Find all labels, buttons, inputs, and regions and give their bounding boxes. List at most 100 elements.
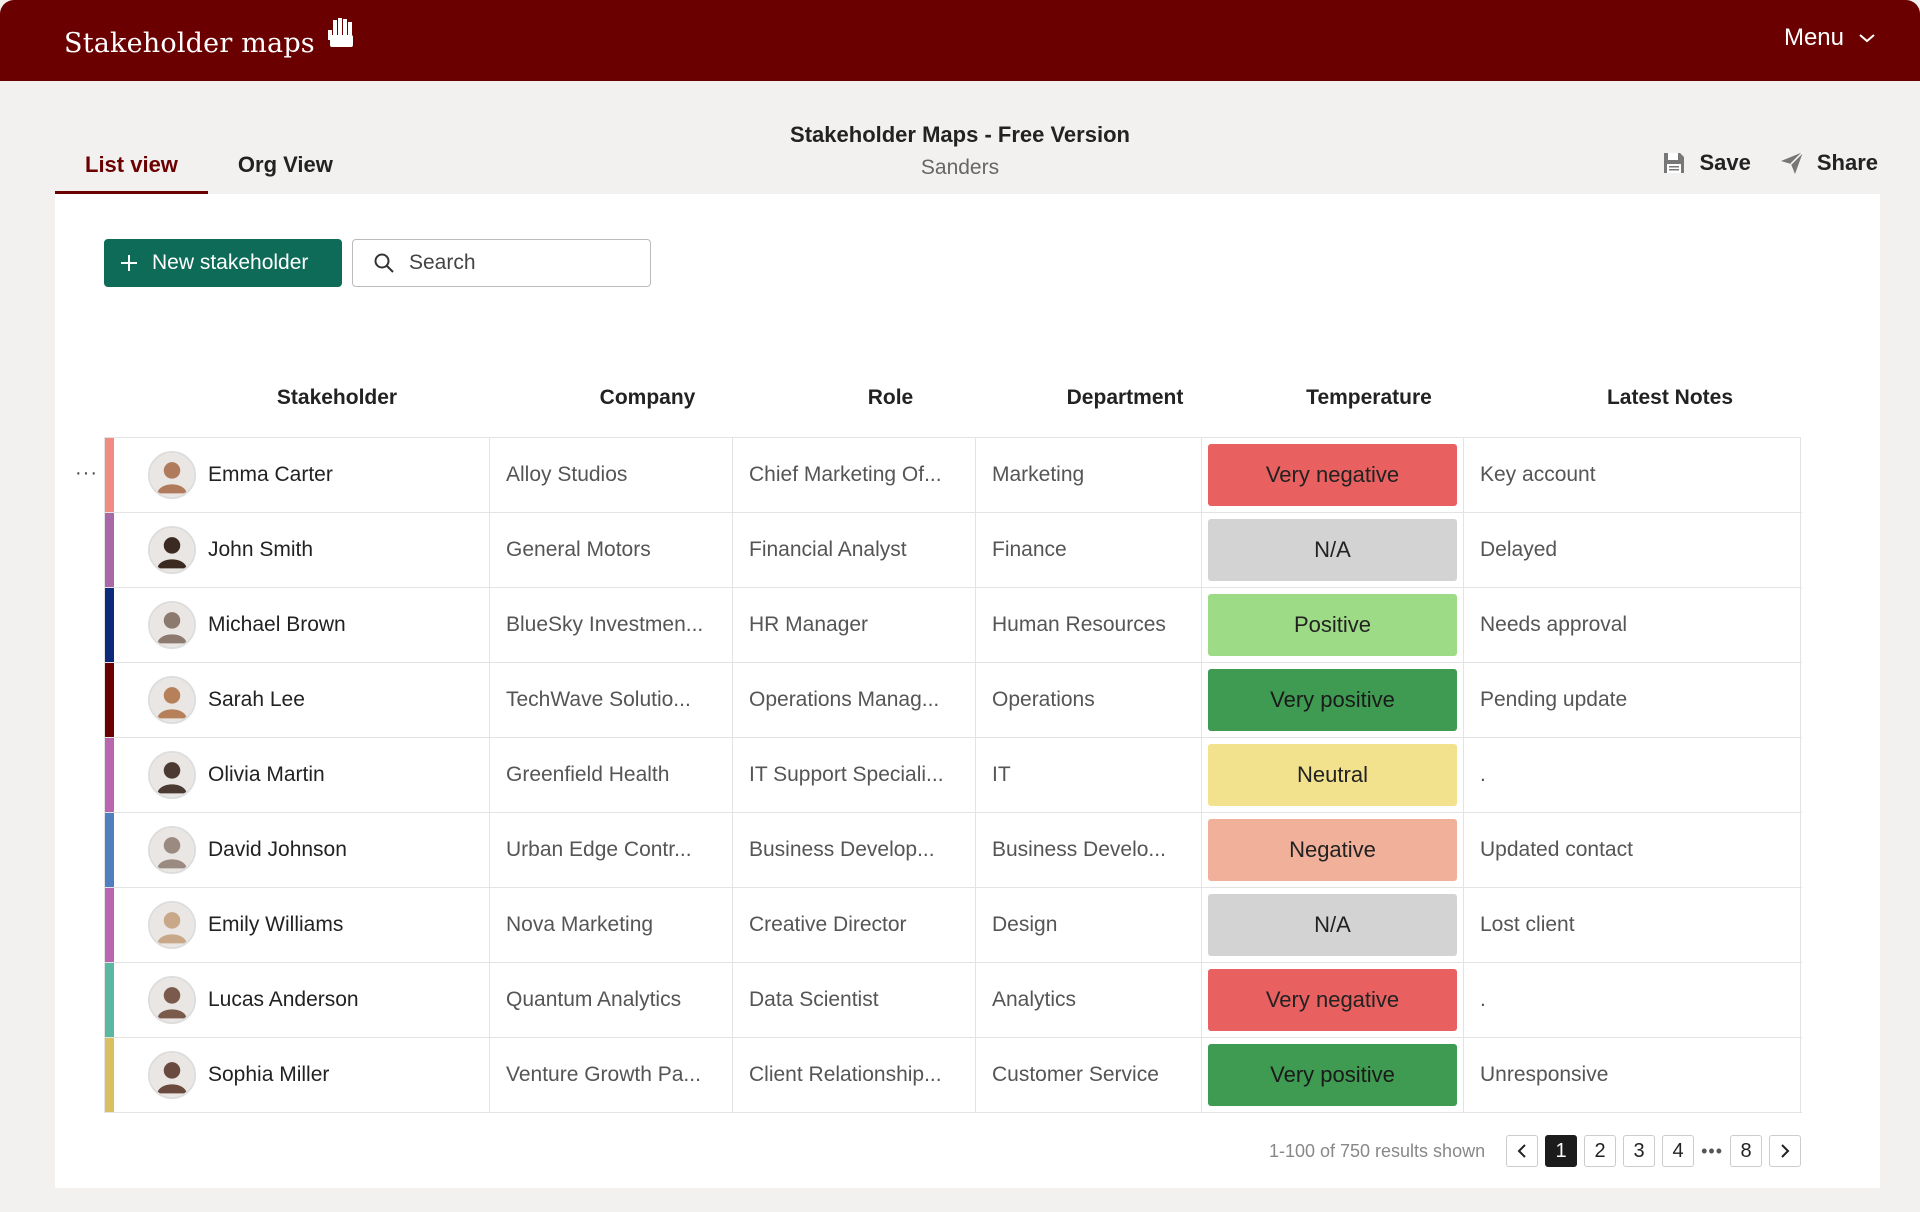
department-cell[interactable]: Marketing bbox=[976, 438, 1202, 512]
department-cell[interactable]: Analytics bbox=[976, 963, 1202, 1037]
latest-notes-cell[interactable]: Key account bbox=[1480, 463, 1596, 486]
table-row[interactable]: ··· Emma Carter Alloy Studios Chief Mark… bbox=[75, 438, 1802, 513]
row-more-options-icon[interactable]: ··· bbox=[75, 462, 98, 484]
table-row[interactable]: Sarah Lee TechWave Solutio... Operations… bbox=[105, 663, 1802, 738]
avatar bbox=[148, 1051, 196, 1099]
temperature-cell[interactable]: Negative bbox=[1202, 813, 1464, 887]
role-cell[interactable]: Creative Director bbox=[733, 888, 976, 962]
role-cell[interactable]: IT Support Speciali... bbox=[733, 738, 976, 812]
company-cell[interactable]: Venture Growth Pa... bbox=[490, 1038, 733, 1112]
latest-notes-cell[interactable]: Pending update bbox=[1480, 688, 1628, 711]
column-header-stakeholder[interactable]: Stakeholder bbox=[276, 386, 398, 409]
temperature-cell[interactable]: Very negative bbox=[1202, 438, 1464, 512]
department-cell[interactable]: Finance bbox=[976, 513, 1202, 587]
search-input[interactable] bbox=[409, 251, 629, 275]
save-icon bbox=[1664, 153, 1685, 173]
save-label: Save bbox=[1699, 150, 1751, 175]
department-cell[interactable]: Human Resources bbox=[976, 588, 1202, 662]
prev-page-button[interactable] bbox=[1506, 1135, 1539, 1167]
stakeholder-cell[interactable]: David Johnson bbox=[114, 813, 490, 887]
department-cell[interactable]: Design bbox=[976, 888, 1202, 962]
company-cell[interactable]: General Motors bbox=[490, 513, 733, 587]
temperature-cell[interactable]: Neutral bbox=[1202, 738, 1464, 812]
stakeholder-name: Sarah Lee bbox=[208, 688, 305, 711]
latest-notes-cell[interactable]: Needs approval bbox=[1480, 613, 1628, 636]
stakeholder-cell[interactable]: John Smith bbox=[114, 513, 490, 587]
column-header-department[interactable]: Department bbox=[1066, 386, 1184, 409]
temperature-cell[interactable]: Positive bbox=[1202, 588, 1464, 662]
share-button[interactable]: Share bbox=[1779, 150, 1878, 176]
latest-notes-cell[interactable]: Delayed bbox=[1480, 538, 1558, 561]
table-row[interactable]: John Smith General Motors Financial Anal… bbox=[105, 513, 1802, 588]
company-cell[interactable]: Quantum Analytics bbox=[490, 963, 733, 1037]
stakeholder-cell[interactable]: Olivia Martin bbox=[114, 738, 490, 812]
department-cell[interactable]: IT bbox=[976, 738, 1202, 812]
page-button-2[interactable]: 2 bbox=[1584, 1135, 1617, 1167]
new-stakeholder-label: New stakeholder bbox=[152, 251, 309, 274]
content-panel: New stakeholder Stakeholder Company Role… bbox=[55, 194, 1880, 1188]
stakeholder-cell[interactable]: Sarah Lee bbox=[114, 663, 490, 737]
company-cell[interactable]: Urban Edge Contr... bbox=[490, 813, 733, 887]
stakeholder-cell[interactable]: Michael Brown bbox=[114, 588, 490, 662]
tab-org-view[interactable]: Org View bbox=[237, 152, 333, 177]
stakeholder-cell[interactable]: Lucas Anderson bbox=[114, 963, 490, 1037]
table-row[interactable]: David Johnson Urban Edge Contr... Busine… bbox=[105, 813, 1802, 888]
latest-notes-cell[interactable]: Lost client bbox=[1480, 913, 1575, 936]
latest-notes-cell[interactable]: . bbox=[1480, 988, 1486, 1011]
document-title: Stakeholder Maps - Free Version bbox=[790, 122, 1130, 147]
column-header-latest-notes[interactable]: Latest Notes bbox=[1606, 386, 1734, 409]
new-stakeholder-button[interactable]: New stakeholder bbox=[104, 239, 342, 287]
company-cell[interactable]: Greenfield Health bbox=[490, 738, 733, 812]
table-row[interactable]: Sophia Miller Venture Growth Pa... Clien… bbox=[105, 1038, 1802, 1113]
table-row[interactable]: Emily Williams Nova Marketing Creative D… bbox=[105, 888, 1802, 963]
role-cell[interactable]: Business Develop... bbox=[733, 813, 976, 887]
tab-list-view[interactable]: List view bbox=[55, 136, 208, 194]
company-cell[interactable]: TechWave Solutio... bbox=[490, 663, 733, 737]
latest-notes-cell[interactable]: Updated contact bbox=[1480, 838, 1633, 861]
table-row[interactable]: Lucas Anderson Quantum Analytics Data Sc… bbox=[105, 963, 1802, 1038]
company-cell[interactable]: Alloy Studios bbox=[490, 438, 733, 512]
temperature-badge: Very positive bbox=[1208, 669, 1457, 731]
temperature-cell[interactable]: Very positive bbox=[1202, 1038, 1464, 1112]
role-cell[interactable]: Client Relationship... bbox=[733, 1038, 976, 1112]
table-row[interactable]: Olivia Martin Greenfield Health IT Suppo… bbox=[105, 738, 1802, 813]
row-color-stripe bbox=[105, 738, 114, 812]
stakeholder-cell[interactable]: Emily Williams bbox=[114, 888, 490, 962]
top-bar: Stakeholder maps Menu bbox=[0, 0, 1920, 81]
role-cell[interactable]: Operations Manag... bbox=[733, 663, 976, 737]
row-color-stripe bbox=[105, 663, 114, 737]
latest-notes-cell[interactable]: Unresponsive bbox=[1480, 1063, 1609, 1086]
role-cell[interactable]: Chief Marketing Of... bbox=[733, 438, 976, 512]
page-ellipsis: ••• bbox=[1701, 1140, 1723, 1161]
column-header-role[interactable]: Role bbox=[867, 386, 914, 409]
page-button-4[interactable]: 4 bbox=[1662, 1135, 1695, 1167]
department-cell[interactable]: Operations bbox=[976, 663, 1202, 737]
menu-button[interactable]: Menu bbox=[1784, 24, 1876, 52]
document-subtitle: Sanders bbox=[920, 156, 1000, 179]
column-header-temperature[interactable]: Temperature bbox=[1306, 386, 1432, 409]
save-button[interactable]: Save bbox=[1661, 150, 1751, 176]
stakeholder-cell[interactable]: Sophia Miller bbox=[114, 1038, 490, 1112]
stakeholder-cell[interactable]: Emma Carter bbox=[114, 438, 490, 512]
next-page-button[interactable] bbox=[1769, 1135, 1801, 1167]
department-cell[interactable]: Business Develo... bbox=[976, 813, 1202, 887]
temperature-cell[interactable]: Very negative bbox=[1202, 963, 1464, 1037]
company-cell[interactable]: BlueSky Investmen... bbox=[490, 588, 733, 662]
latest-notes-cell[interactable]: . bbox=[1480, 763, 1486, 786]
column-header-company[interactable]: Company bbox=[599, 386, 696, 409]
role-cell[interactable]: Financial Analyst bbox=[733, 513, 976, 587]
temperature-cell[interactable]: Very positive bbox=[1202, 663, 1464, 737]
page-button-last[interactable]: 8 bbox=[1730, 1135, 1762, 1167]
temperature-cell[interactable]: N/A bbox=[1202, 888, 1464, 962]
company-cell[interactable]: Nova Marketing bbox=[490, 888, 733, 962]
search-box[interactable] bbox=[352, 239, 651, 287]
table-row[interactable]: Michael Brown BlueSky Investmen... HR Ma… bbox=[105, 588, 1802, 663]
page-button-3[interactable]: 3 bbox=[1623, 1135, 1656, 1167]
brand-logo[interactable]: Stakeholder maps bbox=[64, 17, 359, 59]
role-cell[interactable]: HR Manager bbox=[733, 588, 976, 662]
raised-hand-icon bbox=[327, 17, 353, 47]
page-button-1[interactable]: 1 bbox=[1545, 1135, 1578, 1167]
temperature-cell[interactable]: N/A bbox=[1202, 513, 1464, 587]
department-cell[interactable]: Customer Service bbox=[976, 1038, 1202, 1112]
role-cell[interactable]: Data Scientist bbox=[733, 963, 976, 1037]
